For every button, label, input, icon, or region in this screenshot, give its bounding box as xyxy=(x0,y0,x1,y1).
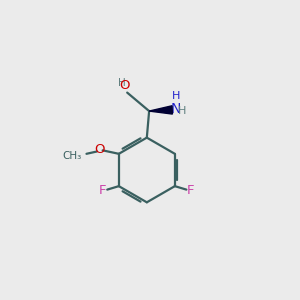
Text: F: F xyxy=(99,184,106,197)
Text: N: N xyxy=(170,102,181,116)
Text: H: H xyxy=(118,78,125,88)
Text: H: H xyxy=(178,106,186,116)
Text: O: O xyxy=(119,79,130,92)
Text: CH₃: CH₃ xyxy=(63,151,82,161)
Text: O: O xyxy=(94,143,104,156)
Text: H: H xyxy=(172,91,180,101)
Text: F: F xyxy=(187,184,195,197)
Polygon shape xyxy=(149,106,172,114)
